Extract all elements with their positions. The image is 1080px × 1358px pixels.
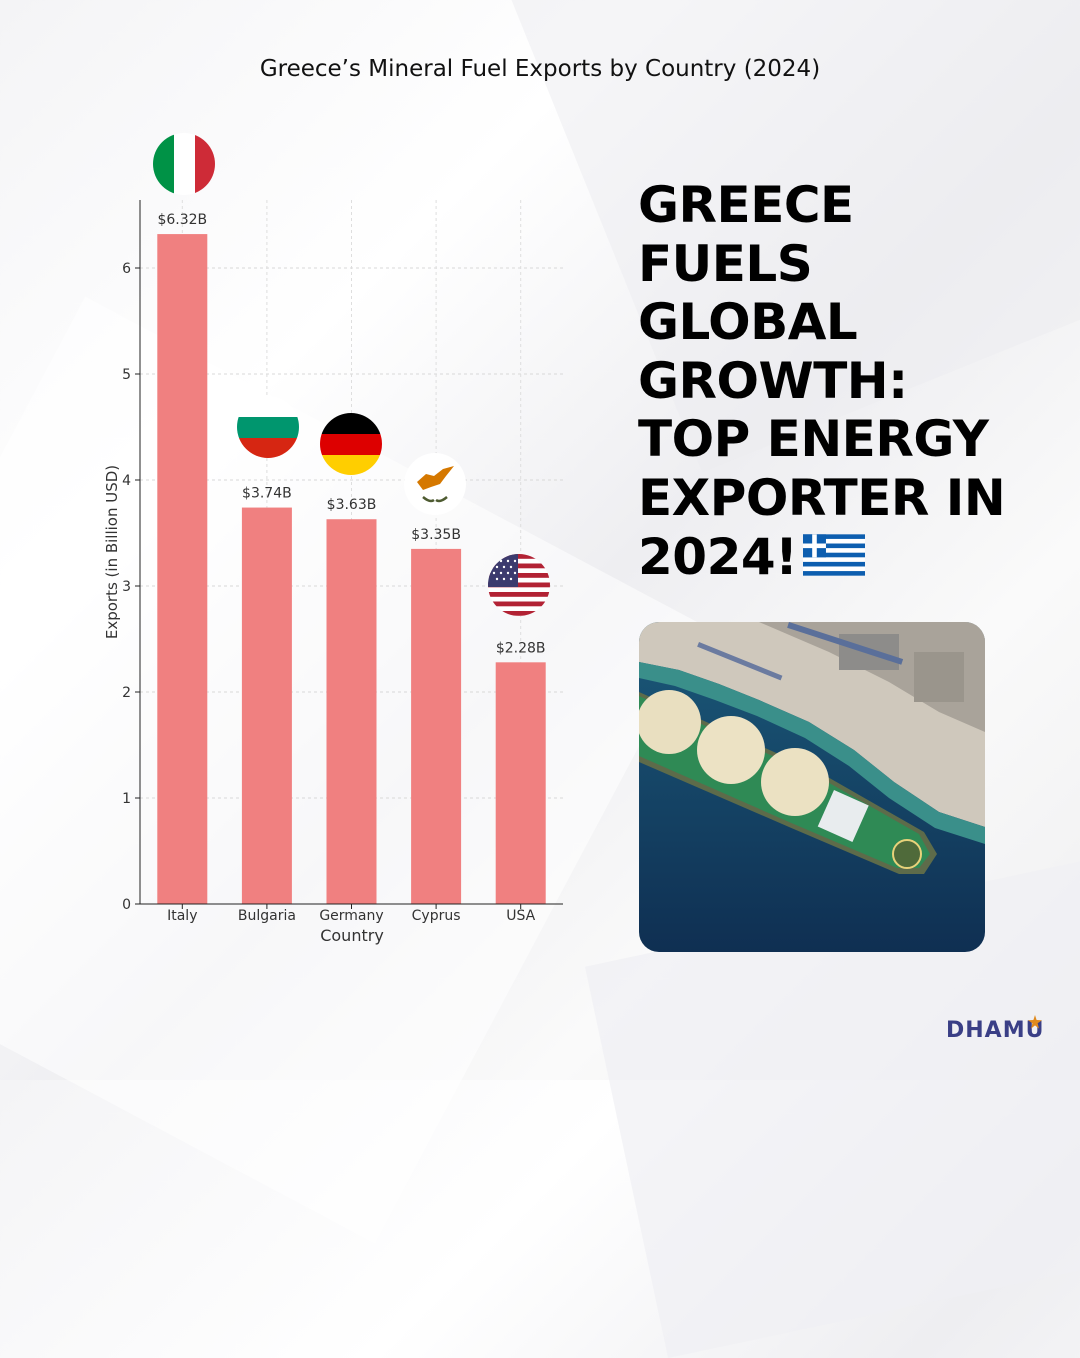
headline-line: GLOBAL: [638, 293, 858, 352]
headline-line: FUELS: [638, 234, 813, 293]
bar-chart: 0 1 2 3 4 5 6 Italy Bulgaria Germany Cyprus USA $6…: [103, 133, 563, 945]
y-tick-label: 1: [122, 791, 131, 807]
data-label: $3.74B: [242, 486, 292, 502]
usa-flag-icon: [488, 554, 550, 616]
cyprus-flag-icon: [404, 453, 466, 515]
data-label: $6.32B: [157, 212, 207, 228]
headline-line: GREECE: [638, 176, 854, 234]
germany-flag-icon: [320, 413, 382, 475]
bars: [157, 234, 546, 904]
bar-germany: [326, 519, 377, 904]
data-label: $2.28B: [496, 640, 546, 656]
data-labels: $6.32B $3.74B $3.63B $3.35B $2.28B: [157, 212, 545, 656]
x-tick-label: Bulgaria: [238, 908, 296, 924]
y-tick-label: 4: [122, 473, 131, 489]
y-ticks: 0 1 2 3 4 5 6: [122, 261, 140, 913]
greece-flag-icon: [803, 534, 866, 576]
x-tick-label: USA: [506, 908, 535, 924]
headline: GREECE FUELS GLOBAL GROWTH: TOP ENERGY E…: [638, 176, 1058, 586]
y-tick-label: 5: [122, 367, 131, 383]
x-tick-label: Italy: [167, 908, 197, 924]
headline-line: GROWTH:: [638, 351, 908, 410]
lng-tanker-ship-aerial-photo: [639, 622, 985, 952]
chart-title: Greece’s Mineral Fuel Exports by Country…: [259, 56, 821, 82]
bar-italy: [157, 234, 208, 904]
x-axis-label: Country: [320, 926, 384, 945]
y-tick-label: 2: [122, 685, 131, 701]
y-tick-label: 6: [122, 261, 131, 277]
bar-usa: [495, 662, 546, 904]
y-axis-label: Exports (in Billion USD): [103, 465, 121, 639]
headline-line: 2024!: [638, 527, 798, 586]
headline-line-last: 2024!: [638, 528, 1058, 587]
bar-bulgaria: [241, 507, 292, 904]
x-tick-label: Cyprus: [412, 908, 461, 924]
brand-logo: DHAMU: [946, 1018, 1045, 1043]
x-tick-label: Germany: [319, 908, 383, 924]
y-tick-label: 0: [122, 897, 131, 913]
bulgaria-flag-icon: [237, 396, 299, 458]
italy-flag-icon: [153, 133, 215, 195]
headline-line: EXPORTER IN: [638, 468, 1006, 527]
y-tick-label: 3: [122, 579, 131, 595]
headline-line: TOP ENERGY: [638, 410, 989, 469]
brand-star-icon: [1028, 1015, 1042, 1029]
bar-cyprus: [411, 548, 462, 904]
data-label: $3.35B: [411, 527, 461, 543]
data-label: $3.63B: [327, 497, 377, 513]
x-ticks: Italy Bulgaria Germany Cyprus USA: [167, 904, 536, 924]
